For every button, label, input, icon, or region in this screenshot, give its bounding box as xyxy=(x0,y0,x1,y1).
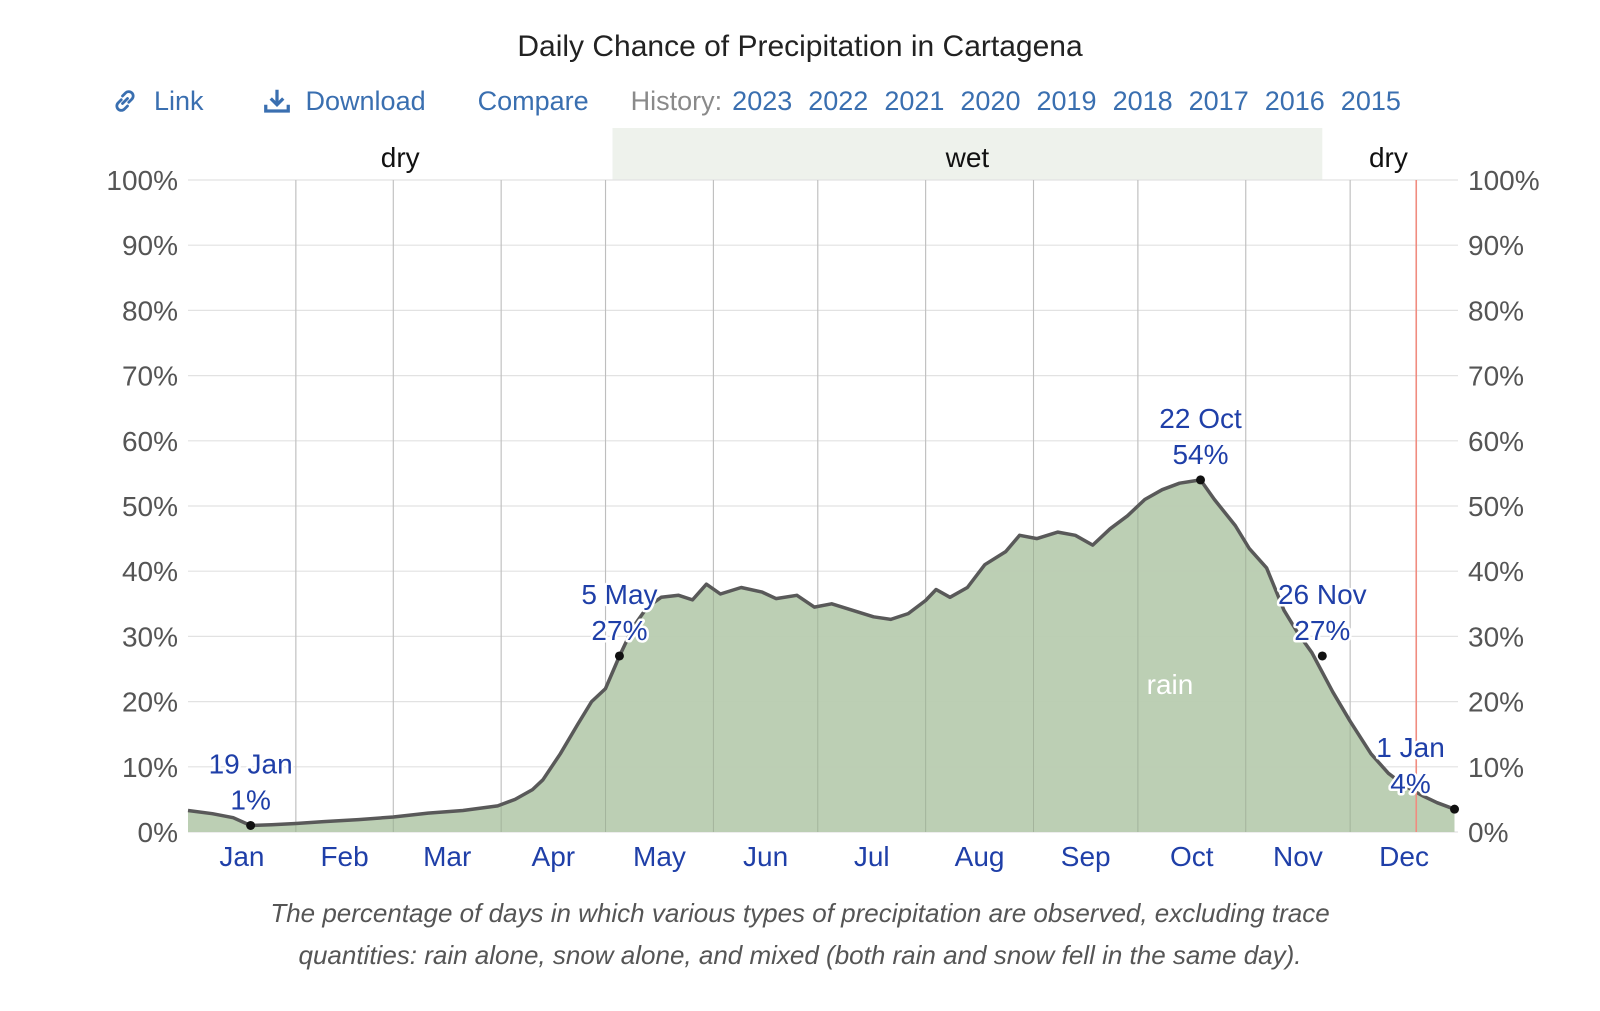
y-tick-left: 10% xyxy=(122,752,178,783)
history-year-2020[interactable]: 2020 xyxy=(960,85,1021,116)
chart-title: Daily Chance of Precipitation in Cartage… xyxy=(517,30,1083,63)
y-tick-left: 20% xyxy=(122,687,178,718)
history-year-2015[interactable]: 2015 xyxy=(1340,85,1401,116)
rain-area xyxy=(188,479,1455,832)
y-tick-left: 100% xyxy=(106,165,178,196)
annotation-value: 27% xyxy=(591,615,647,646)
y-tick-right: 40% xyxy=(1468,556,1524,587)
history-year-2019[interactable]: 2019 xyxy=(1036,85,1097,116)
annotation-point xyxy=(246,820,256,830)
x-tick-apr: Apr xyxy=(532,841,576,872)
compare-button[interactable]: Compare xyxy=(478,86,589,117)
precipitation-chart: dry wet dry 0% 0% 10% 10% 20% 20% 30% 30% 40% 40% 50%… xyxy=(106,128,1540,872)
y-tick-left: 50% xyxy=(122,491,178,522)
x-tick-feb: Feb xyxy=(320,841,368,872)
y-tick-right: 80% xyxy=(1468,295,1524,326)
y-tick-left: 70% xyxy=(122,361,178,392)
y-tick-left: 60% xyxy=(122,426,178,457)
download-button[interactable]: Download xyxy=(262,86,426,117)
history-label: History: xyxy=(630,85,723,116)
season-label-dry-0: dry xyxy=(381,142,420,173)
chart-toolbar: Link Download Compare History: 2023 2022… xyxy=(110,84,1417,118)
x-tick-jun: Jun xyxy=(743,841,788,872)
history-year-2017[interactable]: 2017 xyxy=(1188,85,1249,116)
link-icon xyxy=(115,90,135,112)
annotation-date: 22 Oct xyxy=(1159,403,1242,434)
y-tick-right: 60% xyxy=(1468,426,1524,457)
annotation-value: 54% xyxy=(1172,439,1228,470)
x-tick-aug: Aug xyxy=(955,841,1005,872)
x-tick-oct: Oct xyxy=(1170,841,1214,872)
x-tick-may: May xyxy=(633,841,686,872)
download-label: Download xyxy=(305,85,426,116)
rain-line xyxy=(187,478,1456,828)
x-tick-jul: Jul xyxy=(854,841,890,872)
season-label-dry-2: dry xyxy=(1369,142,1408,173)
chart-caption: The percentage of days in which various … xyxy=(0,892,1600,976)
history-year-2018[interactable]: 2018 xyxy=(1112,85,1173,116)
annotation-point xyxy=(614,651,624,661)
x-tick-jan: Jan xyxy=(219,841,264,872)
x-tick-nov: Nov xyxy=(1273,841,1323,872)
annotation-date: 1 Jan xyxy=(1376,732,1445,763)
annotation-date: 26 Nov xyxy=(1278,579,1367,610)
x-tick-sep: Sep xyxy=(1061,841,1111,872)
season-band-wet xyxy=(612,128,1323,180)
annotation-point xyxy=(1196,475,1206,485)
history-year-2022[interactable]: 2022 xyxy=(808,85,869,116)
history-year-2016[interactable]: 2016 xyxy=(1264,85,1325,116)
y-tick-left: 30% xyxy=(122,621,178,652)
y-tick-right: 100% xyxy=(1468,165,1540,196)
y-tick-right: 0% xyxy=(1468,817,1508,848)
history-group: History: 2023 2022 2021 2020 2019 2018 2… xyxy=(631,86,1417,117)
y-tick-left: 40% xyxy=(122,556,178,587)
annotation-value: 1% xyxy=(230,784,270,815)
x-tick-mar: Mar xyxy=(423,841,471,872)
y-tick-right: 10% xyxy=(1468,752,1524,783)
annotation-point xyxy=(1450,804,1460,814)
y-tick-right: 20% xyxy=(1468,687,1524,718)
y-tick-left: 90% xyxy=(122,230,178,261)
link-label: Link xyxy=(154,85,204,116)
annotation-point xyxy=(1317,651,1327,661)
y-tick-right: 30% xyxy=(1468,621,1524,652)
season-label-wet-1: wet xyxy=(945,142,990,173)
y-tick-left: 0% xyxy=(138,817,178,848)
annotation-value: 4% xyxy=(1390,768,1430,799)
download-icon xyxy=(263,89,290,113)
caption-line-2: quantities: rain alone, snow alone, and … xyxy=(298,940,1302,970)
y-tick-left: 80% xyxy=(122,295,178,326)
annotation-date: 19 Jan xyxy=(209,748,293,779)
x-tick-dec: Dec xyxy=(1379,841,1429,872)
y-tick-right: 90% xyxy=(1468,230,1524,261)
y-tick-right: 70% xyxy=(1468,361,1524,392)
y-tick-right: 50% xyxy=(1468,491,1524,522)
link-button[interactable]: Link xyxy=(110,86,204,117)
annotation-value: 27% xyxy=(1294,615,1350,646)
annotation-date: 5 May xyxy=(581,579,657,610)
compare-label: Compare xyxy=(477,85,589,116)
series-label-rain: rain xyxy=(1147,669,1194,700)
history-year-2021[interactable]: 2021 xyxy=(884,85,945,116)
caption-line-1: The percentage of days in which various … xyxy=(270,898,1330,928)
history-year-2023[interactable]: 2023 xyxy=(732,85,793,116)
